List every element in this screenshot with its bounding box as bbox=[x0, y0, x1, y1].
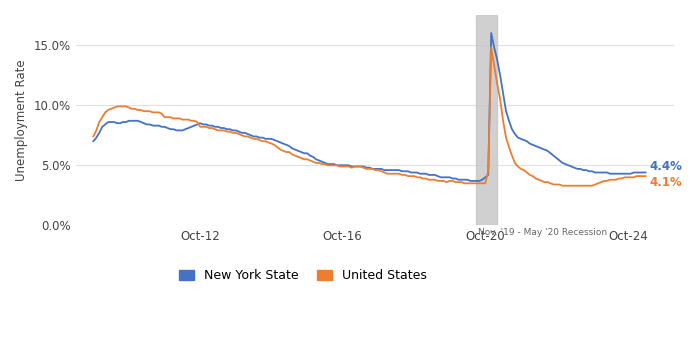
Y-axis label: Unemployment Rate: Unemployment Rate bbox=[15, 60, 28, 181]
Bar bbox=[477, 15, 497, 225]
Text: 4.4%: 4.4% bbox=[650, 160, 682, 173]
Text: Nov. '19 - May '20 Recession: Nov. '19 - May '20 Recession bbox=[478, 228, 608, 237]
Text: 4.1%: 4.1% bbox=[650, 176, 682, 189]
Legend: New York State, United States: New York State, United States bbox=[179, 269, 427, 282]
